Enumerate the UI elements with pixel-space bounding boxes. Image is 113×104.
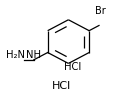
Text: NH: NH — [26, 50, 41, 60]
Text: HCl: HCl — [52, 81, 71, 91]
Text: H₂N: H₂N — [6, 50, 25, 60]
Text: HCl: HCl — [63, 62, 80, 72]
Text: Br: Br — [94, 6, 104, 16]
